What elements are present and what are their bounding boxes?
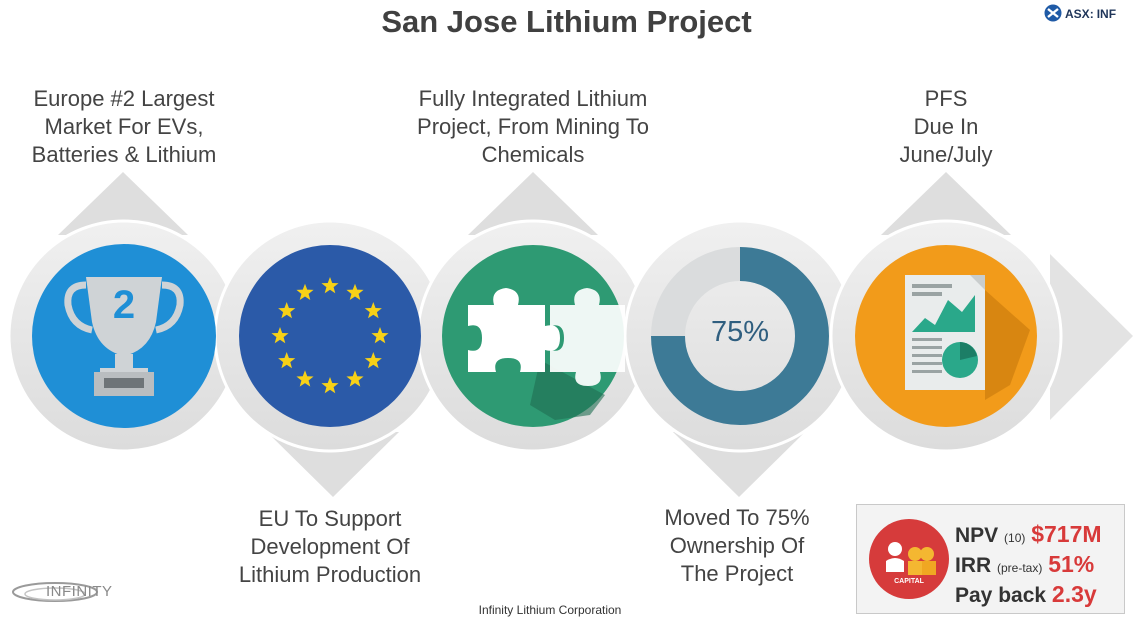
eu-star bbox=[296, 283, 314, 300]
donut-chart-icon bbox=[651, 247, 829, 425]
pointer-up-3 bbox=[468, 172, 598, 235]
report-document-icon bbox=[905, 275, 985, 390]
step-2-label: EU To Support Development Of Lithium Pro… bbox=[238, 506, 422, 587]
footer-company: Infinity Lithium Corporation bbox=[478, 603, 622, 617]
eu-star bbox=[371, 327, 389, 344]
company-logo: INFINITY bbox=[10, 580, 120, 610]
asx-code: INF bbox=[1096, 7, 1117, 21]
step-3-label: Fully Integrated Lithium Project, From M… bbox=[417, 86, 649, 167]
step-1-label: Europe #2 Largest Market For EVs, Batter… bbox=[31, 86, 217, 167]
ownership-percent: 75% bbox=[710, 316, 770, 348]
page-title: San Jose Lithium Project bbox=[381, 4, 752, 39]
payback-row: Pay back 2.3y bbox=[955, 581, 1097, 607]
puzzle-shadow bbox=[530, 360, 605, 420]
report-shadow bbox=[985, 290, 1030, 400]
capital-icon bbox=[869, 519, 949, 599]
pointer-down-4 bbox=[673, 432, 805, 497]
pointer-up-5 bbox=[881, 172, 1011, 235]
npv-row: NPV (10) $717M bbox=[955, 521, 1102, 547]
step-2-circle bbox=[239, 245, 421, 427]
asx-exchange: ASX bbox=[1065, 7, 1090, 21]
infinity-logo-icon bbox=[12, 582, 98, 602]
eu-star bbox=[364, 302, 382, 319]
eu-star bbox=[346, 283, 364, 300]
eu-star bbox=[278, 352, 296, 369]
eu-star bbox=[346, 370, 364, 387]
eu-star bbox=[278, 302, 296, 319]
capital-label: CAPITAL bbox=[894, 578, 924, 585]
puzzle-icon bbox=[468, 288, 625, 386]
logo-text: INFINITY bbox=[46, 583, 113, 600]
trophy-badge: 2 bbox=[113, 283, 135, 327]
eu-star bbox=[271, 327, 289, 344]
asx-ticker: ASX: INF bbox=[1044, 4, 1124, 24]
eu-star bbox=[321, 277, 339, 294]
eu-flag-icon bbox=[271, 277, 389, 394]
trophy-icon: 2 bbox=[64, 277, 184, 396]
eu-star bbox=[296, 370, 314, 387]
eu-star bbox=[364, 352, 382, 369]
pointer-up-1 bbox=[58, 172, 188, 235]
asx-logo-icon bbox=[1044, 4, 1062, 22]
timeline-arrowhead bbox=[1050, 254, 1133, 420]
step-4-label: Moved To 75% Ownership Of The Project bbox=[664, 505, 810, 586]
eu-star bbox=[321, 377, 339, 394]
financial-metrics-box: CAPITAL NPV (10) $717M IRR (pre-tax) 51%… bbox=[856, 504, 1125, 614]
step-5-label: PFS Due In June/July bbox=[899, 86, 993, 167]
irr-row: IRR (pre-tax) 51% bbox=[955, 551, 1095, 577]
asx-separator: : bbox=[1089, 7, 1094, 21]
